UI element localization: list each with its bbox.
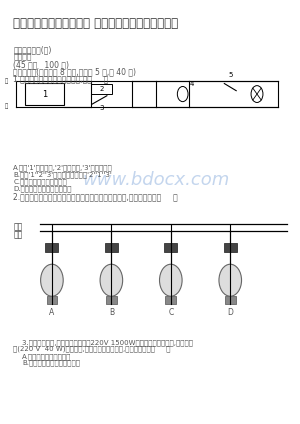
- Text: 火线: 火线: [13, 223, 22, 232]
- Text: D.图中电路元件连接完全正确: D.图中电路元件连接完全正确: [13, 185, 72, 192]
- Text: 零线: 零线: [13, 230, 22, 239]
- Bar: [105, 243, 118, 252]
- Text: 4: 4: [189, 81, 194, 86]
- Text: 零: 零: [4, 104, 8, 109]
- Bar: [166, 296, 176, 304]
- Text: www.bdocx.com: www.bdocx.com: [82, 171, 230, 190]
- Bar: [106, 296, 117, 304]
- Text: 泡(220 V  40 W)就会变暗,他先后做了如下猜想,其中正确的是（     ）: 泡(220 V 40 W)就会变暗,他先后做了如下猜想,其中正确的是（ ）: [13, 346, 171, 352]
- Text: 5: 5: [228, 72, 232, 78]
- Text: C.图中接插座的连接是错的: C.图中接插座的连接是错的: [13, 179, 67, 185]
- Circle shape: [100, 264, 123, 296]
- Bar: [91, 84, 112, 94]
- Text: (45 分钟   100 分): (45 分钟 100 分): [13, 60, 69, 69]
- Text: 版初中物理学案精练精析 单元综合检测三沪粤版九下: 版初中物理学案精练精析 单元综合检测三沪粤版九下: [13, 17, 178, 31]
- Text: 单元综合检测(三): 单元综合检测(三): [13, 46, 52, 55]
- Text: 3.小明同学发现,每当晚上家里标有220V 1500W的热得快接入电路时,房内的灯: 3.小明同学发现,每当晚上家里标有220V 1500W的热得快接入电路时,房内的…: [13, 339, 193, 346]
- Text: D: D: [227, 308, 233, 317]
- Bar: [224, 243, 237, 252]
- Bar: [45, 243, 58, 252]
- Text: A: A: [49, 308, 55, 317]
- Text: 1: 1: [42, 89, 47, 98]
- Bar: [25, 83, 64, 105]
- Text: B: B: [109, 308, 114, 317]
- Circle shape: [40, 264, 63, 296]
- Bar: [46, 296, 57, 304]
- Text: 3: 3: [99, 105, 104, 111]
- Text: C: C: [168, 308, 173, 317]
- Text: A.元件'1'是电能表,'2'是保险丝,'3'是闸刀开关: A.元件'1'是电能表,'2'是保险丝,'3'是闸刀开关: [13, 165, 113, 171]
- Text: 火: 火: [4, 78, 8, 84]
- Bar: [164, 243, 177, 252]
- Text: B.火线与零线间的电压变大了: B.火线与零线间的电压变大了: [22, 360, 80, 366]
- Text: 2: 2: [99, 86, 104, 92]
- Text: A.通过灯泡的电流变小了: A.通过灯泡的电流变小了: [22, 353, 72, 360]
- Text: 第十八章: 第十八章: [13, 53, 32, 62]
- Text: 1.如图所示是家庭电路的一部分,则（     ）: 1.如图所示是家庭电路的一部分,则（ ）: [13, 75, 109, 84]
- Circle shape: [160, 264, 182, 296]
- Text: 2.如图所示的是小明设计的保温瓶接口白炽灯的安装图,其中正确的是（     ）: 2.如图所示的是小明设计的保温瓶接口白炽灯的安装图,其中正确的是（ ）: [13, 192, 178, 201]
- Circle shape: [219, 264, 242, 296]
- Text: B.元件'1''2''3'的正确连接顺序为'2''1''3': B.元件'1''2''3'的正确连接顺序为'2''1''3': [13, 172, 112, 178]
- Text: 一、选择题(本大题共 8 小题,每小题 5 分,共 40 分): 一、选择题(本大题共 8 小题,每小题 5 分,共 40 分): [13, 67, 136, 76]
- Bar: [225, 296, 236, 304]
